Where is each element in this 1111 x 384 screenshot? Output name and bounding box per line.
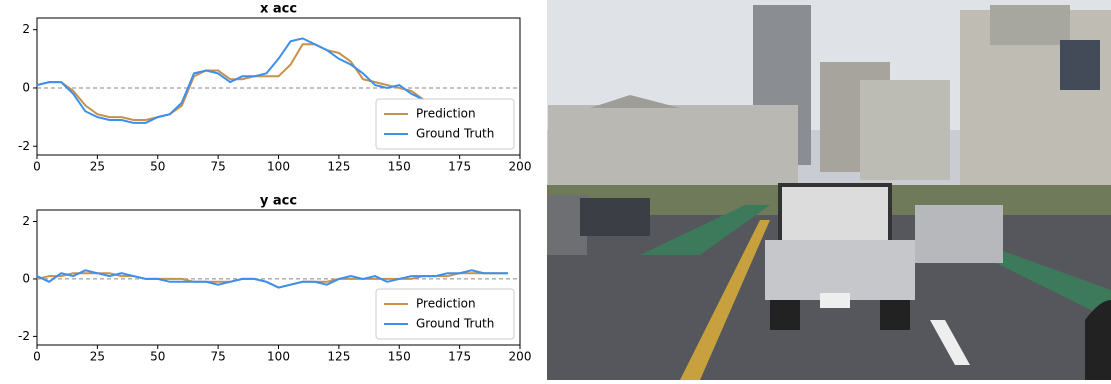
x-tick-label: 100 — [267, 350, 290, 364]
x-tick-label: 100 — [267, 160, 290, 174]
legend-label: Prediction — [416, 107, 476, 121]
x-tick-label: 150 — [388, 160, 411, 174]
street-photo — [547, 0, 1111, 380]
x-tick-label: 75 — [210, 160, 225, 174]
x-tick-label: 200 — [509, 160, 532, 174]
x-tick-label: 125 — [327, 160, 350, 174]
chart-title: y acc — [260, 194, 297, 209]
y-tick-label: -2 — [18, 139, 30, 153]
x-tick-label: 0 — [33, 350, 41, 364]
y-tick-label: 0 — [22, 80, 30, 94]
x-tick-label: 25 — [90, 160, 105, 174]
x-tick-label: 175 — [448, 160, 471, 174]
legend-label: Prediction — [416, 297, 476, 311]
y-tick-label: 2 — [22, 214, 30, 228]
x-tick-label: 0 — [33, 160, 41, 174]
chart-title: x acc — [260, 2, 297, 17]
x-tick-label: 25 — [90, 350, 105, 364]
x-tick-label: 50 — [150, 160, 165, 174]
y-tick-label: 0 — [22, 271, 30, 285]
legend-label: Ground Truth — [416, 127, 494, 141]
x-tick-label: 75 — [210, 350, 225, 364]
x-tick-label: 50 — [150, 350, 165, 364]
x-tick-label: 200 — [509, 350, 532, 364]
y-tick-label: -2 — [18, 329, 30, 343]
x-tick-label: 125 — [327, 350, 350, 364]
screen: x acc-2020255075100125150175200Predictio… — [0, 0, 1111, 380]
x-tick-label: 175 — [448, 350, 471, 364]
legend-label: Ground Truth — [416, 317, 494, 331]
x-tick-label: 150 — [388, 350, 411, 364]
y-tick-label: 2 — [22, 22, 30, 36]
